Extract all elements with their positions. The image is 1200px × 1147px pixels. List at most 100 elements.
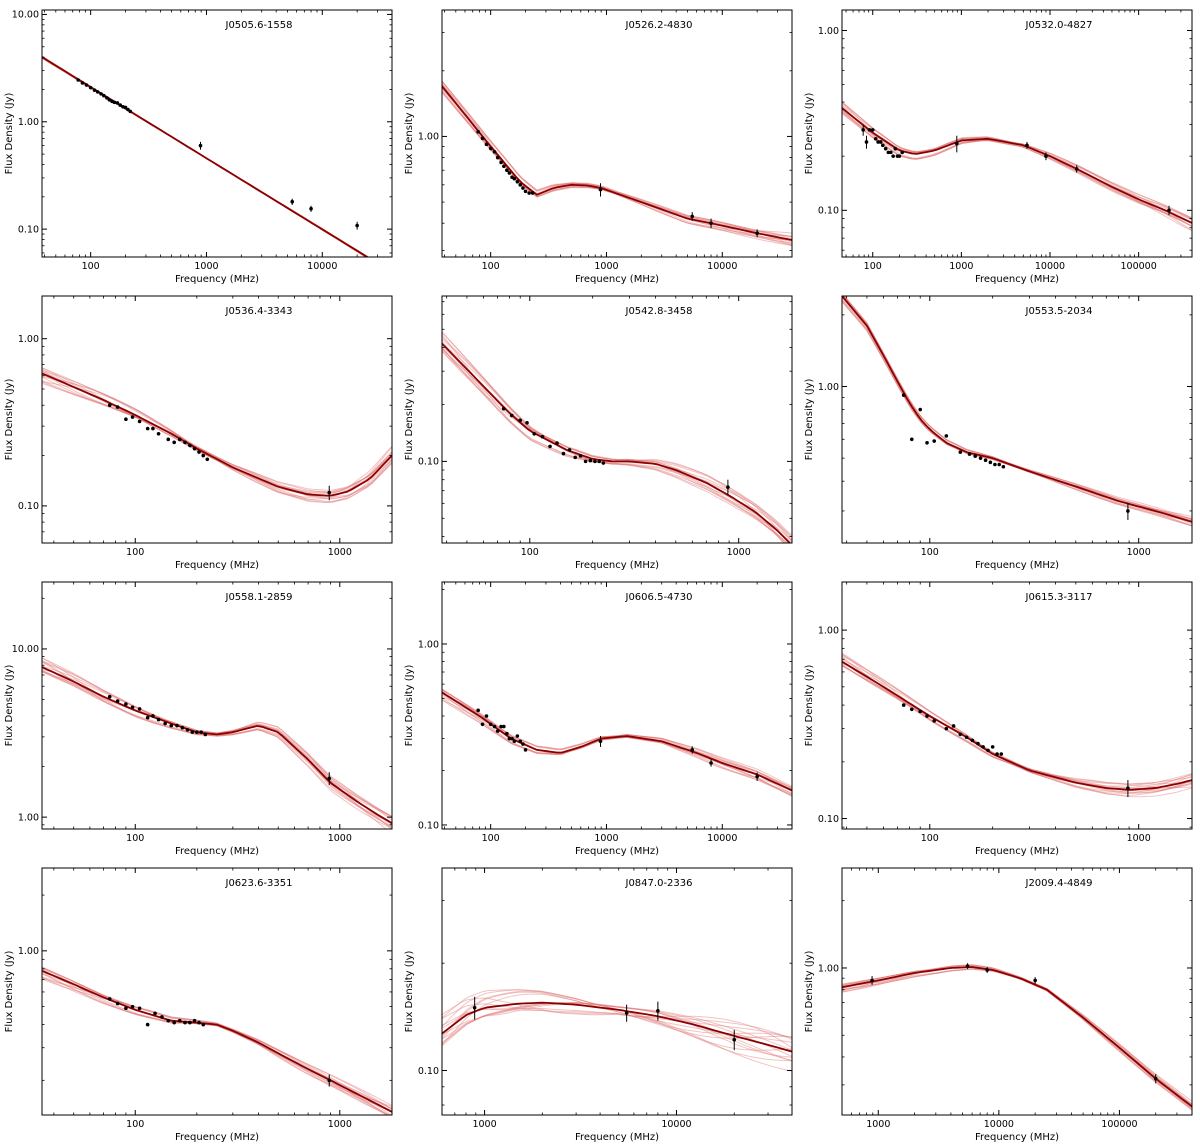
x-tick-label: 1000 [1127,547,1151,558]
data-point [76,78,80,82]
posterior-sample-line [442,346,787,543]
data-point [327,776,332,781]
posterior-sample-line [442,993,792,1046]
posterior-sample-line [842,964,1192,1109]
axes-frame [41,581,393,830]
x-tick-label: 100 [521,547,539,558]
sed-panel: 100 1000 1.00 Frequency (MHz) Flux Density (… [804,295,1193,571]
plot-area [42,367,392,504]
data-point [527,191,531,195]
posterior-sample-line [442,693,792,795]
posterior-sample-line [42,376,392,499]
posterior-sample-line [842,654,1192,798]
data-point [870,978,874,983]
sed-panel: 100 1000 0.10 1.00 Frequency (MHz) Flux Densi… [4,295,393,571]
posterior-sample-line [442,692,792,797]
data-point [115,1001,120,1006]
data-point [897,154,902,158]
data-point [593,459,597,464]
posterior-sample-line [442,340,790,543]
posterior-sample-line [842,664,1192,794]
x-axis-label: Frequency (MHz) [575,1132,659,1143]
data-point [118,103,123,107]
data-point [192,446,197,451]
x-tick-label: 10000 [1035,261,1065,272]
data-point [893,146,898,151]
data-point [521,742,525,746]
data-point [203,732,208,737]
data-point [690,748,695,752]
plot-area [42,966,392,1115]
posterior-sample-line [42,665,392,818]
data-point [476,130,480,134]
x-tick-label: 1000 [949,261,973,272]
data-point [163,721,167,726]
posterior-sample-line [42,671,392,828]
source-name-label: J0847.0-2336 [625,878,693,889]
posterior-sample-line [442,80,792,245]
posterior-sample-line [42,668,392,819]
x-tick-label: 1000 [328,833,352,844]
source-name-label: J0505.6-1558 [225,20,293,31]
x-axis-label: Frequency (MHz) [175,560,259,571]
x-axis-label: Frequency (MHz) [975,1132,1059,1143]
data-point [502,724,506,729]
x-tick-label: 100 [864,261,882,272]
data-point [901,393,906,397]
posterior-sample-line [442,989,792,1072]
data-point [130,705,135,710]
data-point [488,146,493,151]
best-fit-line [842,107,1192,224]
data-point [709,761,713,765]
posterior-sample-line [442,91,792,243]
sed-panel: 1000 10000 0.10 Frequency (MHz) Flux Density… [404,867,793,1143]
y-axis-label: Flux Density (Jy) [4,378,15,460]
data-point [107,98,112,102]
x-axis-label: Frequency (MHz) [975,274,1059,285]
data-point [172,1020,176,1025]
y-axis-label: Flux Density (Jy) [4,92,15,174]
posterior-sample-line [842,103,1192,219]
source-name-label: J0558.1-2859 [225,592,293,603]
x-tick-label: 100 [921,833,939,844]
posterior-sample-line [42,376,392,500]
axes-frame [441,9,793,258]
x-axis-label: Frequency (MHz) [575,560,659,571]
posterior-sample-line [442,349,786,543]
data-point [578,454,583,458]
posterior-sample-line [842,296,1192,527]
source-name-label: J0532.0-4827 [1025,20,1093,31]
data-point [151,426,155,431]
data-point [492,724,497,729]
data-point [958,732,963,737]
posterior-sample-line [42,367,392,493]
posterior-sample-line [442,88,792,234]
data-point [967,452,972,456]
x-tick-label: 1000 [472,1119,496,1130]
data-point [983,458,988,463]
data-point [909,707,914,712]
data-point [909,437,914,442]
sed-panel: 100 1000 1.00 Frequency (MHz) Flux Density (… [4,867,393,1143]
data-point [115,699,120,703]
posterior-sample-line [42,966,390,1115]
plot-area [842,963,1192,1111]
data-point [993,462,997,467]
data-point [518,739,523,744]
posterior-sample-line [442,81,792,242]
data-point [867,128,872,132]
source-name-label: J0526.2-4830 [625,20,693,31]
posterior-sample-line [442,689,792,791]
data-point [499,160,503,165]
data-point [518,418,523,423]
posterior-sample-line [842,966,1192,1105]
x-tick-label: 100 [482,261,500,272]
posterior-sample-line [42,978,392,1108]
axes-frame [441,867,793,1116]
data-point [105,96,109,100]
posterior-sample-line [442,696,792,794]
data-point [488,722,493,727]
x-tick-label: 100 [126,833,144,844]
posterior-sample-line [42,382,392,491]
y-axis-label: Flux Density (Jy) [804,378,815,460]
